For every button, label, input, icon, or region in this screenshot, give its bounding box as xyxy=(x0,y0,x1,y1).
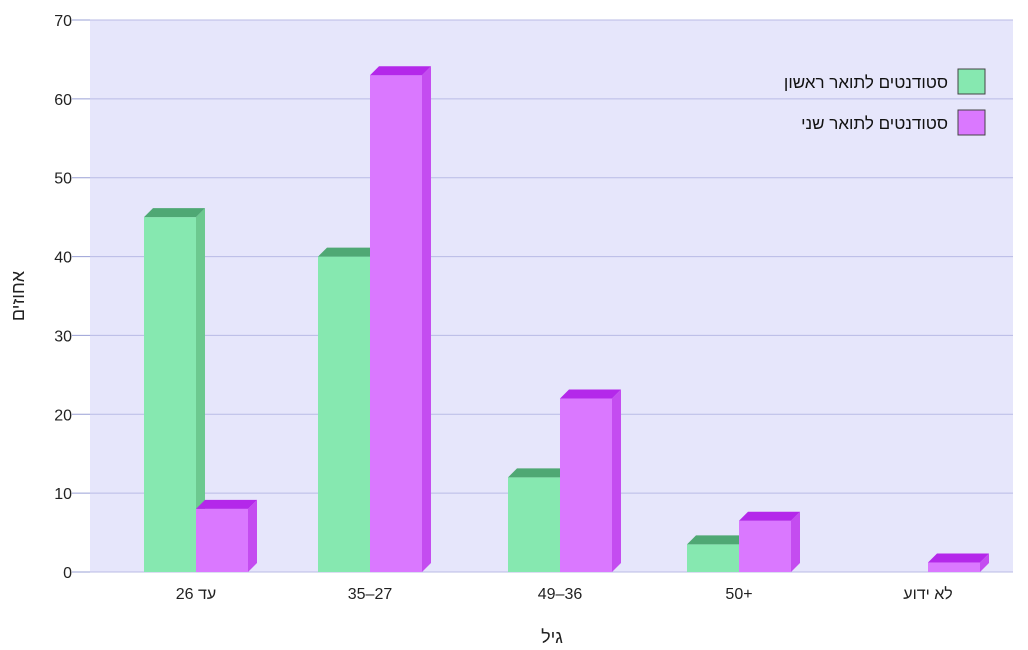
bar-front xyxy=(928,562,980,572)
y-tick-label: 10 xyxy=(54,486,72,503)
y-axis-title: אחוזים xyxy=(8,270,28,321)
x-tick-label: 35–27 xyxy=(348,586,393,603)
bar-top xyxy=(370,66,431,76)
bar-graduate xyxy=(560,389,621,572)
bar-front xyxy=(560,398,612,572)
legend-swatch-undergrad xyxy=(957,68,986,95)
y-tick-label: 40 xyxy=(54,250,72,267)
bar-undergrad xyxy=(144,208,205,572)
y-tick-label: 0 xyxy=(63,565,72,582)
y-tick-label: 60 xyxy=(54,92,72,109)
bar-front xyxy=(196,508,248,572)
bar-side xyxy=(248,499,257,572)
bar-front xyxy=(739,520,791,572)
y-tick-label: 20 xyxy=(54,407,72,424)
x-tick-label: 49–36 xyxy=(538,586,583,603)
bar-top xyxy=(508,468,569,478)
y-tick-label: 70 xyxy=(54,13,72,30)
bar-front xyxy=(687,544,739,572)
y-tick-label: 50 xyxy=(54,171,72,188)
bar-side xyxy=(791,511,800,572)
bar-graduate xyxy=(739,511,800,572)
legend-label-undergrad: סטודנטים לתואר ראשון xyxy=(784,73,948,92)
legend: סטודנטים לתואר ראשון סטודנטים לתואר שני xyxy=(784,68,986,136)
legend-swatch-graduate xyxy=(957,109,986,136)
bar-top xyxy=(318,247,379,257)
bar-front xyxy=(318,256,370,572)
bar-graduate xyxy=(370,66,431,572)
x-axis-title: גיל xyxy=(541,627,563,647)
y-tick-label: 30 xyxy=(54,328,72,345)
bar-top xyxy=(560,389,621,399)
bar-top xyxy=(687,535,748,545)
bars xyxy=(144,66,989,573)
x-tick-label: לא ידוע xyxy=(903,585,952,603)
legend-label-graduate: סטודנטים לתואר שני xyxy=(801,114,948,133)
bar-graduate xyxy=(196,499,257,572)
bar-side xyxy=(196,208,205,572)
bar-top xyxy=(928,553,989,563)
bar-undergrad xyxy=(508,468,569,572)
bar-front xyxy=(144,217,196,572)
bar-side xyxy=(980,553,989,572)
bar-undergrad xyxy=(687,535,748,572)
bar-top xyxy=(196,499,257,509)
x-tick-label: 50+ xyxy=(725,586,752,603)
bar-front xyxy=(508,477,560,572)
bar-graduate xyxy=(928,553,989,572)
x-tick-labels: עד 26 35–27 49–36 50+ לא ידוע xyxy=(176,585,953,603)
bar-top xyxy=(739,511,800,521)
x-tick-label: עד 26 xyxy=(176,586,216,603)
bar-undergrad xyxy=(318,247,379,573)
bar-front xyxy=(370,75,422,572)
y-tick-labels: 0 10 20 30 40 50 60 70 xyxy=(54,13,72,582)
bar-side xyxy=(612,389,621,572)
bar-side xyxy=(422,66,431,572)
bar-top xyxy=(144,208,205,218)
